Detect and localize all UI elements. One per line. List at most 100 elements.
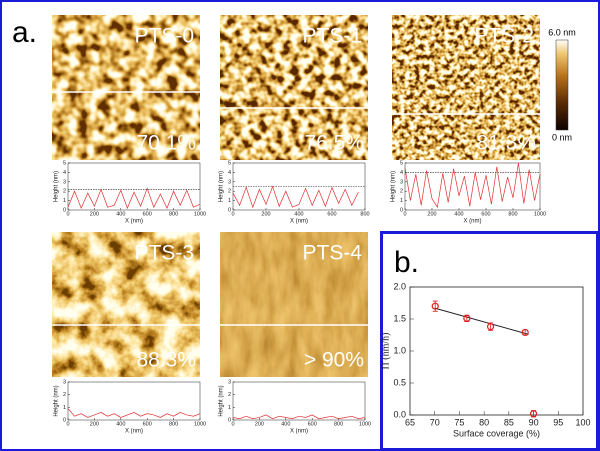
- y-tick-label: 3: [228, 179, 231, 185]
- y-tick-label: 0: [228, 207, 231, 213]
- colorbar: [555, 39, 569, 131]
- x-tick-label: 1000: [359, 421, 371, 427]
- y-tick-label: 3: [63, 179, 66, 185]
- height-profile: [232, 414, 366, 420]
- afm-image: [392, 15, 540, 160]
- x-tick-label: 1000: [194, 211, 206, 217]
- x-tick-label: 0: [403, 211, 406, 217]
- x-tick-label: 1000: [534, 211, 546, 217]
- y-tick-label: 5: [400, 160, 403, 166]
- y-tick-label: 1.5: [393, 313, 406, 323]
- panel-label: a.: [12, 16, 37, 49]
- sample-name: PTS-0: [134, 25, 194, 48]
- coverage-label: 76.5%: [304, 132, 364, 155]
- x-tick-label: 600: [481, 211, 490, 217]
- x-tick-label: 600: [143, 421, 152, 427]
- x-tick-label: 800: [508, 211, 517, 217]
- x-tick-label: 0: [66, 211, 69, 217]
- x-tick-label: 85: [504, 417, 514, 427]
- y-tick-label: 4: [63, 170, 66, 176]
- x-tick-label: 200: [90, 211, 99, 217]
- y-tick-label: 4: [400, 170, 403, 176]
- x-tick-label: 400: [116, 211, 125, 217]
- x-tick-label: 0: [66, 421, 69, 427]
- y-tick-label: 0: [400, 207, 403, 213]
- y-tick-label: 0.0: [393, 409, 406, 419]
- data-point: [521, 328, 529, 337]
- x-axis-label: X (nm): [125, 429, 143, 435]
- y-tick-label: 1: [228, 198, 231, 204]
- y-axis-label: Height (nm): [219, 385, 225, 416]
- colorbar-label: 6.0 nm: [548, 27, 576, 37]
- plot-frame: [404, 162, 541, 211]
- x-tick-label: 70: [430, 417, 440, 427]
- x-tick-label: 0: [231, 421, 234, 427]
- x-axis-label: X (nm): [464, 219, 482, 225]
- x-axis-label: X (nm): [290, 429, 308, 435]
- y-tick-label: 5: [63, 160, 66, 166]
- x-tick-label: 600: [308, 421, 317, 427]
- coverage-label: 70.1%: [136, 132, 196, 155]
- y-axis-label: Π (nm/h): [380, 333, 391, 370]
- x-tick-label: 65: [405, 417, 415, 427]
- y-tick-label: 4: [228, 170, 231, 176]
- data-point: [486, 323, 495, 331]
- sample-name: PTS-1: [302, 25, 362, 48]
- x-tick-label: 400: [454, 211, 463, 217]
- x-tick-label: 90: [529, 417, 539, 427]
- y-tick-label: 2: [228, 189, 231, 195]
- x-tick-label: 600: [143, 211, 152, 217]
- plot-frame: [232, 381, 366, 421]
- x-axis-label: X (nm): [125, 219, 143, 225]
- plot-frame: [67, 381, 201, 421]
- fit-line: [434, 307, 529, 335]
- x-tick-label: 800: [360, 211, 369, 217]
- height-profile: [67, 408, 201, 418]
- x-tick-label: 800: [334, 421, 343, 427]
- y-tick-label: 3: [63, 379, 66, 385]
- y-tick-label: 2: [63, 189, 66, 195]
- coverage-label: > 90%: [304, 349, 364, 372]
- y-tick-label: 3: [400, 179, 403, 185]
- afm-image: [52, 232, 200, 377]
- y-tick-label: 2: [63, 392, 66, 398]
- x-tick-label: 600: [327, 211, 336, 217]
- y-tick-label: 1.0: [393, 345, 406, 355]
- x-tick-label: 800: [169, 211, 178, 217]
- x-axis-label: X (nm): [290, 219, 308, 225]
- x-tick-label: 80: [479, 417, 489, 427]
- y-tick-label: 0: [228, 417, 231, 423]
- y-tick-label: 2.0: [393, 281, 406, 291]
- y-tick-label: 2: [400, 189, 403, 195]
- x-tick-label: 1000: [194, 421, 206, 427]
- height-profile: [67, 187, 201, 210]
- panel-b-border: [380, 231, 599, 451]
- x-tick-label: 200: [90, 421, 99, 427]
- data-point: [463, 314, 471, 322]
- data-point: [529, 410, 538, 418]
- x-tick-label: 0: [231, 211, 234, 217]
- y-axis-label: Height (nm): [391, 171, 397, 202]
- y-tick-label: 3: [228, 379, 231, 385]
- y-tick-label: 5: [228, 160, 231, 166]
- y-tick-label: 1: [400, 198, 403, 204]
- afm-image: [220, 232, 368, 377]
- x-axis-label: Surface coverage (%): [453, 428, 540, 438]
- x-tick-label: 100: [575, 417, 590, 427]
- colorbar-label: 0 nm: [552, 132, 572, 142]
- x-tick-label: 200: [255, 421, 264, 427]
- y-tick-label: 1: [63, 198, 66, 204]
- y-tick-label: 0: [63, 417, 66, 423]
- x-tick-label: 200: [427, 211, 436, 217]
- y-tick-label: 0.5: [393, 377, 406, 387]
- y-tick-label: 1: [228, 405, 231, 411]
- sample-name: PTS-2: [474, 25, 534, 48]
- afm-image: [52, 15, 200, 160]
- sample-name: PTS-4: [302, 242, 362, 265]
- afm-image: [220, 15, 368, 160]
- sample-name: PTS-3: [134, 242, 194, 265]
- coverage-label: 81.3%: [476, 132, 536, 155]
- y-tick-label: 1: [63, 405, 66, 411]
- data-point: [431, 302, 439, 310]
